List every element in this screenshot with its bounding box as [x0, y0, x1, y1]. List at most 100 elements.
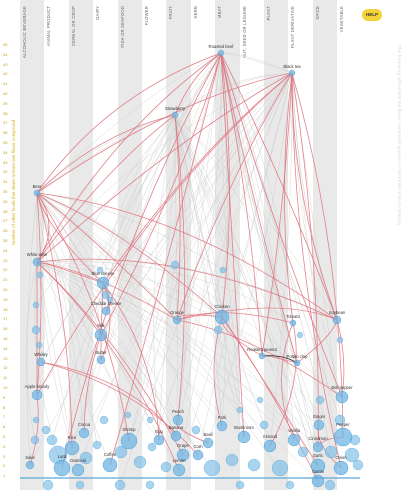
- food-node-whisky[interactable]: [36, 357, 46, 367]
- food-node-mushroom[interactable]: [237, 430, 251, 444]
- food-node-grape[interactable]: [176, 448, 190, 462]
- food-node[interactable]: [99, 415, 109, 425]
- food-node-lard[interactable]: [53, 459, 71, 477]
- food-node[interactable]: [124, 411, 132, 419]
- scale-value: 22: [3, 267, 8, 273]
- food-node[interactable]: [32, 416, 40, 424]
- food-node-basil[interactable]: [202, 437, 214, 449]
- food-node-black-tea[interactable]: [288, 69, 296, 77]
- food-node[interactable]: [114, 479, 126, 491]
- food-node[interactable]: [219, 266, 227, 274]
- food-node[interactable]: [225, 453, 239, 467]
- food-node[interactable]: [146, 416, 154, 424]
- food-node[interactable]: [31, 325, 41, 335]
- food-node[interactable]: [297, 446, 309, 458]
- food-node[interactable]: [271, 459, 289, 477]
- food-node[interactable]: [147, 442, 157, 452]
- food-node-cinnamon[interactable]: [312, 441, 324, 453]
- food-node[interactable]: [236, 406, 244, 414]
- food-node-corn[interactable]: [192, 449, 204, 461]
- food-node-banana[interactable]: [170, 430, 182, 442]
- food-node-tomato[interactable]: [289, 319, 297, 327]
- food-node-beer[interactable]: [33, 189, 41, 197]
- food-node-cumin[interactable]: [311, 474, 325, 488]
- food-node-pork[interactable]: [216, 420, 228, 432]
- food-node[interactable]: [79, 451, 93, 465]
- food-node[interactable]: [324, 479, 336, 491]
- food-node[interactable]: [315, 395, 325, 405]
- food-node-roasted-beef[interactable]: [217, 49, 225, 57]
- food-node[interactable]: [75, 480, 85, 490]
- food-node[interactable]: [101, 290, 111, 300]
- food-node[interactable]: [30, 435, 40, 445]
- food-node[interactable]: [285, 480, 295, 490]
- food-node-shrimp[interactable]: [120, 432, 138, 450]
- connection-line-highlight: [174, 52, 222, 116]
- food-node-garlic[interactable]: [310, 458, 326, 474]
- food-node[interactable]: [133, 455, 147, 469]
- food-node[interactable]: [256, 396, 264, 404]
- food-node[interactable]: [170, 260, 180, 270]
- food-node-vanilla[interactable]: [287, 433, 301, 447]
- food-node-blue-cheese[interactable]: [96, 276, 110, 290]
- food-label-peach: Peach: [172, 409, 184, 414]
- food-node-bell-pepper[interactable]: [335, 390, 349, 404]
- food-node[interactable]: [203, 459, 221, 477]
- food-node[interactable]: [106, 296, 114, 304]
- right-axis-label: The frequency with which the flavor comp…: [396, 45, 401, 226]
- food-node-potato-chip[interactable]: [293, 359, 301, 367]
- connection-line-highlight: [336, 319, 345, 398]
- food-node-orange[interactable]: [172, 315, 182, 325]
- food-node[interactable]: [46, 434, 58, 446]
- food-node-pepper[interactable]: [333, 427, 353, 447]
- food-node-milk[interactable]: [94, 328, 108, 342]
- food-node[interactable]: [114, 445, 128, 459]
- food-node[interactable]: [92, 440, 102, 450]
- food-node[interactable]: [296, 331, 304, 339]
- food-node-rice[interactable]: [64, 440, 80, 456]
- food-node-white-wine[interactable]: [32, 257, 42, 267]
- connection-line-muted: [174, 114, 295, 441]
- food-node[interactable]: [259, 420, 269, 430]
- food-node[interactable]: [352, 459, 364, 471]
- food-node-onion[interactable]: [333, 460, 349, 476]
- food-node-roasted-peanut[interactable]: [258, 352, 266, 360]
- food-node[interactable]: [334, 414, 346, 426]
- food-node[interactable]: [41, 425, 51, 435]
- food-node-coffee[interactable]: [102, 457, 118, 473]
- food-node-butter[interactable]: [96, 355, 106, 365]
- scale-value: 8: [3, 404, 6, 410]
- food-node-peach[interactable]: [172, 414, 184, 426]
- food-node-almond[interactable]: [263, 439, 277, 453]
- food-node[interactable]: [35, 341, 43, 349]
- food-node[interactable]: [42, 479, 54, 491]
- food-node-chicken[interactable]: [214, 309, 230, 325]
- food-node-strawberry[interactable]: [171, 111, 179, 119]
- scale-value: 7: [3, 414, 6, 420]
- food-node-soybean[interactable]: [332, 315, 342, 325]
- food-node[interactable]: [32, 301, 40, 309]
- food-node[interactable]: [160, 461, 172, 473]
- food-node-lemon[interactable]: [172, 463, 186, 477]
- scale-value: 19: [3, 296, 8, 302]
- food-node[interactable]: [235, 480, 245, 490]
- food-label-beer: Beer: [32, 184, 42, 189]
- food-node[interactable]: [145, 480, 155, 490]
- food-node-apple-brandy[interactable]: [31, 389, 43, 401]
- help-button[interactable]: HELP: [362, 9, 382, 21]
- food-node[interactable]: [344, 447, 360, 463]
- food-node[interactable]: [191, 425, 201, 435]
- food-node-ginger[interactable]: [313, 419, 325, 431]
- food-node-cocoa[interactable]: [78, 427, 90, 439]
- food-node[interactable]: [96, 266, 104, 274]
- food-node[interactable]: [36, 271, 44, 279]
- food-node-cheddar[interactable]: [101, 306, 111, 316]
- food-node[interactable]: [324, 445, 338, 459]
- connection-line-muted: [220, 52, 293, 74]
- food-node[interactable]: [213, 325, 223, 335]
- food-node-oatmeal[interactable]: [71, 463, 85, 477]
- food-node-sake[interactable]: [25, 460, 35, 470]
- food-node-egg[interactable]: [153, 434, 165, 446]
- food-node[interactable]: [247, 458, 261, 472]
- food-node[interactable]: [336, 336, 344, 344]
